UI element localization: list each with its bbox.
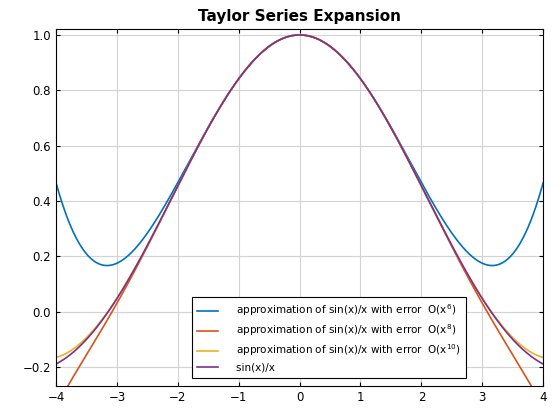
Title: Taylor Series Expansion: Taylor Series Expansion xyxy=(198,9,401,24)
Legend:     approximation of sin(x)/x with error  O(x$^6$),     approximation of sin(x)/: approximation of sin(x)/x with error O(x… xyxy=(192,297,466,378)
